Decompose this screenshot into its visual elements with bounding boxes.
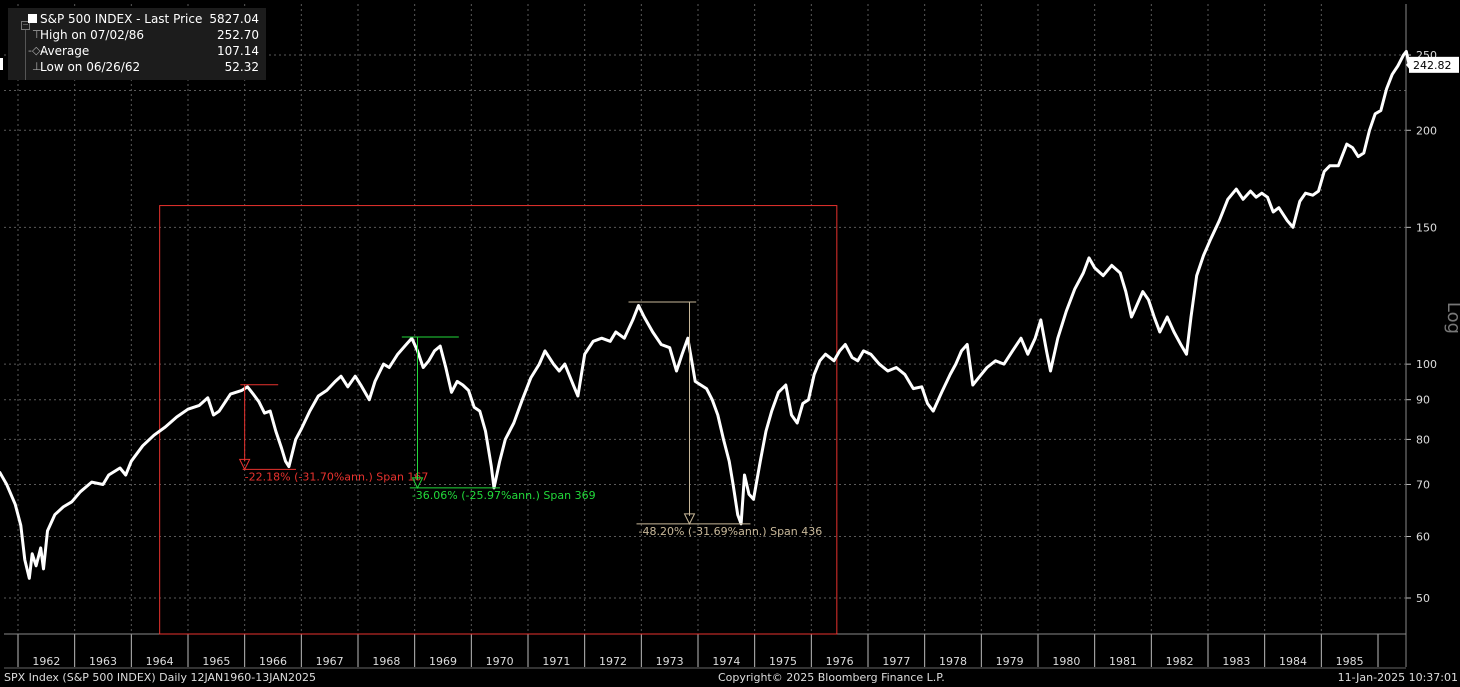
x-tick-label: 1969	[429, 655, 457, 668]
x-tick-label: 1979	[996, 655, 1024, 668]
x-tick-label: 1975	[769, 655, 797, 668]
legend-row-label: Average	[40, 44, 90, 58]
status-footer: SPX Index (S&P 500 INDEX) Daily 12JAN196…	[0, 669, 1460, 687]
average-icon: -◇-	[28, 44, 45, 57]
x-tick-label: 1981	[1109, 655, 1137, 668]
x-tick-label: 1983	[1222, 655, 1250, 668]
drawdown-label: -36.06% (-25.97%ann.) Span 369	[412, 489, 596, 502]
x-tick-label: 1964	[146, 655, 174, 668]
x-tick-label: 1977	[882, 655, 910, 668]
footer-timestamp: 11-Jan-2025 10:37:01	[1337, 671, 1458, 684]
legend[interactable]: − S&P 500 INDEX - Last Price 5827.04 ⊤ H…	[8, 8, 266, 80]
high-icon: ⊤	[32, 28, 42, 41]
legend-last-price: 5827.04	[209, 12, 259, 26]
drawdown-label: -48.20% (-31.69%ann.) Span 436	[639, 525, 823, 538]
x-tick-label: 1972	[599, 655, 627, 668]
drawdown-label: -22.18% (-31.70%ann.) Span 167	[245, 470, 429, 483]
grid	[4, 4, 1406, 634]
x-tick-label: 1963	[89, 655, 117, 668]
legend-row-value: 52.32	[224, 60, 259, 74]
x-tick-label: 1982	[1166, 655, 1194, 668]
drawdown-1973: -48.20% (-31.69%ann.) Span 436	[628, 301, 823, 538]
y-tick-label: 150	[1416, 221, 1437, 234]
y-tick-label: 70	[1416, 478, 1430, 491]
legend-row-label: High on 07/02/86	[40, 28, 145, 42]
drawdown-annotations: -22.18% (-31.70%ann.) Span 167 -36.06% (-…	[238, 301, 823, 538]
y-tick-label: 200	[1416, 124, 1437, 137]
collapse-toggle-icon[interactable]: −	[21, 20, 30, 30]
x-tick-label: 1968	[372, 655, 400, 668]
legend-title: S&P 500 INDEX - Last Price	[40, 12, 203, 26]
series-color-swatch-icon	[28, 14, 37, 23]
drawdown-1966: -22.18% (-31.70%ann.) Span 167	[238, 384, 429, 483]
left-edge-marker	[0, 58, 3, 70]
x-tick-label: 1985	[1336, 655, 1364, 668]
low-icon: ⊥	[32, 60, 42, 73]
y-tick-label: 80	[1416, 433, 1430, 446]
y-tick-label: 90	[1416, 394, 1430, 407]
x-tick-label: 1967	[316, 655, 344, 668]
x-tick-label: 1965	[202, 655, 230, 668]
legend-row-value: 107.14	[217, 44, 259, 58]
x-tick-label: 1971	[542, 655, 570, 668]
y-axis-scale-label: Log	[1443, 302, 1460, 334]
legend-row-label: Low on 06/26/62	[40, 60, 141, 74]
drawdown-arrow-icon	[411, 477, 424, 490]
legend-title-row[interactable]: S&P 500 INDEX - Last Price 5827.04	[8, 11, 266, 27]
x-tick-label: 1980	[1052, 655, 1080, 668]
legend-row-value: 252.70	[217, 28, 259, 42]
last-price-label: 242.82	[1413, 59, 1452, 72]
footer-security-info: SPX Index (S&P 500 INDEX) Daily 12JAN196…	[4, 671, 317, 684]
drawdown-arrow-icon	[683, 513, 696, 526]
x-tick-label: 1962	[32, 655, 60, 668]
y-tick-label: 50	[1416, 592, 1430, 605]
series-layer	[0, 49, 1411, 580]
x-tick-label: 1984	[1279, 655, 1307, 668]
price-series-line	[0, 49, 1411, 580]
highlight-box-layer	[159, 205, 838, 635]
last-price-tag	[1409, 56, 1459, 73]
drawdown-arrow-icon	[238, 458, 251, 471]
legend-tree-line	[25, 30, 26, 80]
y-tick-label: 100	[1416, 358, 1437, 371]
x-tick-label: 1970	[486, 655, 514, 668]
x-tick-label: 1974	[712, 655, 740, 668]
x-tick-label: 1978	[939, 655, 967, 668]
x-tick-label: 1976	[826, 655, 854, 668]
highlight-box	[159, 205, 838, 635]
x-tick-label: 1966	[259, 655, 287, 668]
x-tick-label: 1973	[656, 655, 684, 668]
footer-copyright: Copyright© 2025 Bloomberg Finance L.P.	[718, 671, 945, 684]
legend-row-high[interactable]: ⊤ High on 07/02/86 252.70	[8, 27, 266, 43]
y-tick-label: 60	[1416, 530, 1430, 543]
legend-row-low[interactable]: ⊥ Low on 06/26/62 52.32	[8, 59, 266, 75]
legend-row-average[interactable]: -◇- Average 107.14	[8, 43, 266, 59]
drawdown-1969: -36.06% (-25.97%ann.) Span 369	[401, 336, 596, 502]
